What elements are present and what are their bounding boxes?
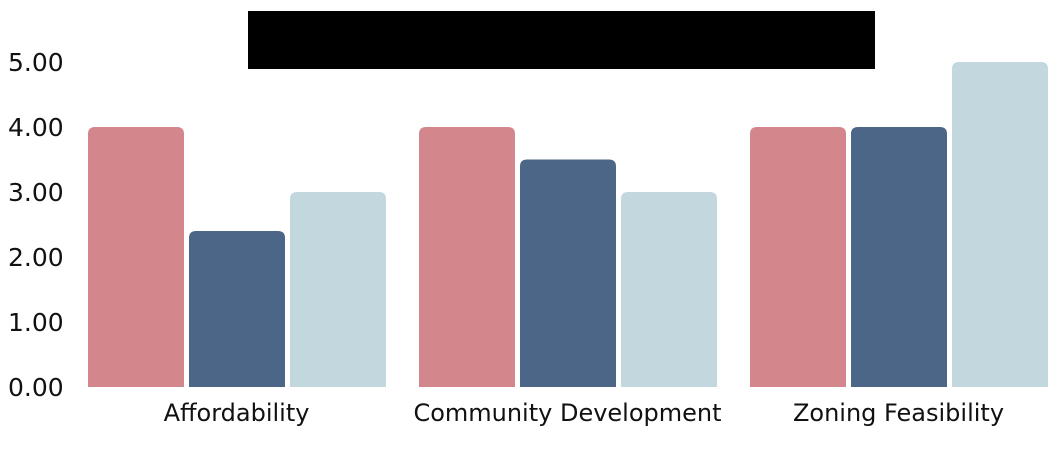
x-category-label: Zoning Feasibility xyxy=(793,399,1004,427)
redacted-title-block xyxy=(248,11,875,69)
y-tick-label: 3.00 xyxy=(8,178,64,207)
x-axis-labels: Affordability Community Development Zoning… xyxy=(164,399,1004,427)
bar-zoning-feasibility-series-3 xyxy=(952,62,1048,387)
y-tick-label: 5.00 xyxy=(8,48,64,77)
x-category-label: Community Development xyxy=(413,399,721,427)
bar-affordability-series-2 xyxy=(189,231,285,387)
x-category-label: Affordability xyxy=(164,399,310,427)
bars xyxy=(88,62,1048,387)
y-tick-label: 1.00 xyxy=(8,308,64,337)
y-axis-ticks: 0.00 1.00 2.00 3.00 4.00 5.00 xyxy=(8,48,64,402)
bar-zoning-feasibility-series-2 xyxy=(851,127,947,387)
bar-affordability-series-1 xyxy=(88,127,184,387)
y-tick-label: 2.00 xyxy=(8,243,64,272)
bar-zoning-feasibility-series-1 xyxy=(750,127,846,387)
bar-affordability-series-3 xyxy=(290,192,386,387)
y-tick-label: 4.00 xyxy=(8,113,64,142)
bar-community-development-series-2 xyxy=(520,159,616,387)
bar-community-development-series-1 xyxy=(419,127,515,387)
y-tick-label: 0.00 xyxy=(8,373,64,402)
bar-community-development-series-3 xyxy=(621,192,717,387)
